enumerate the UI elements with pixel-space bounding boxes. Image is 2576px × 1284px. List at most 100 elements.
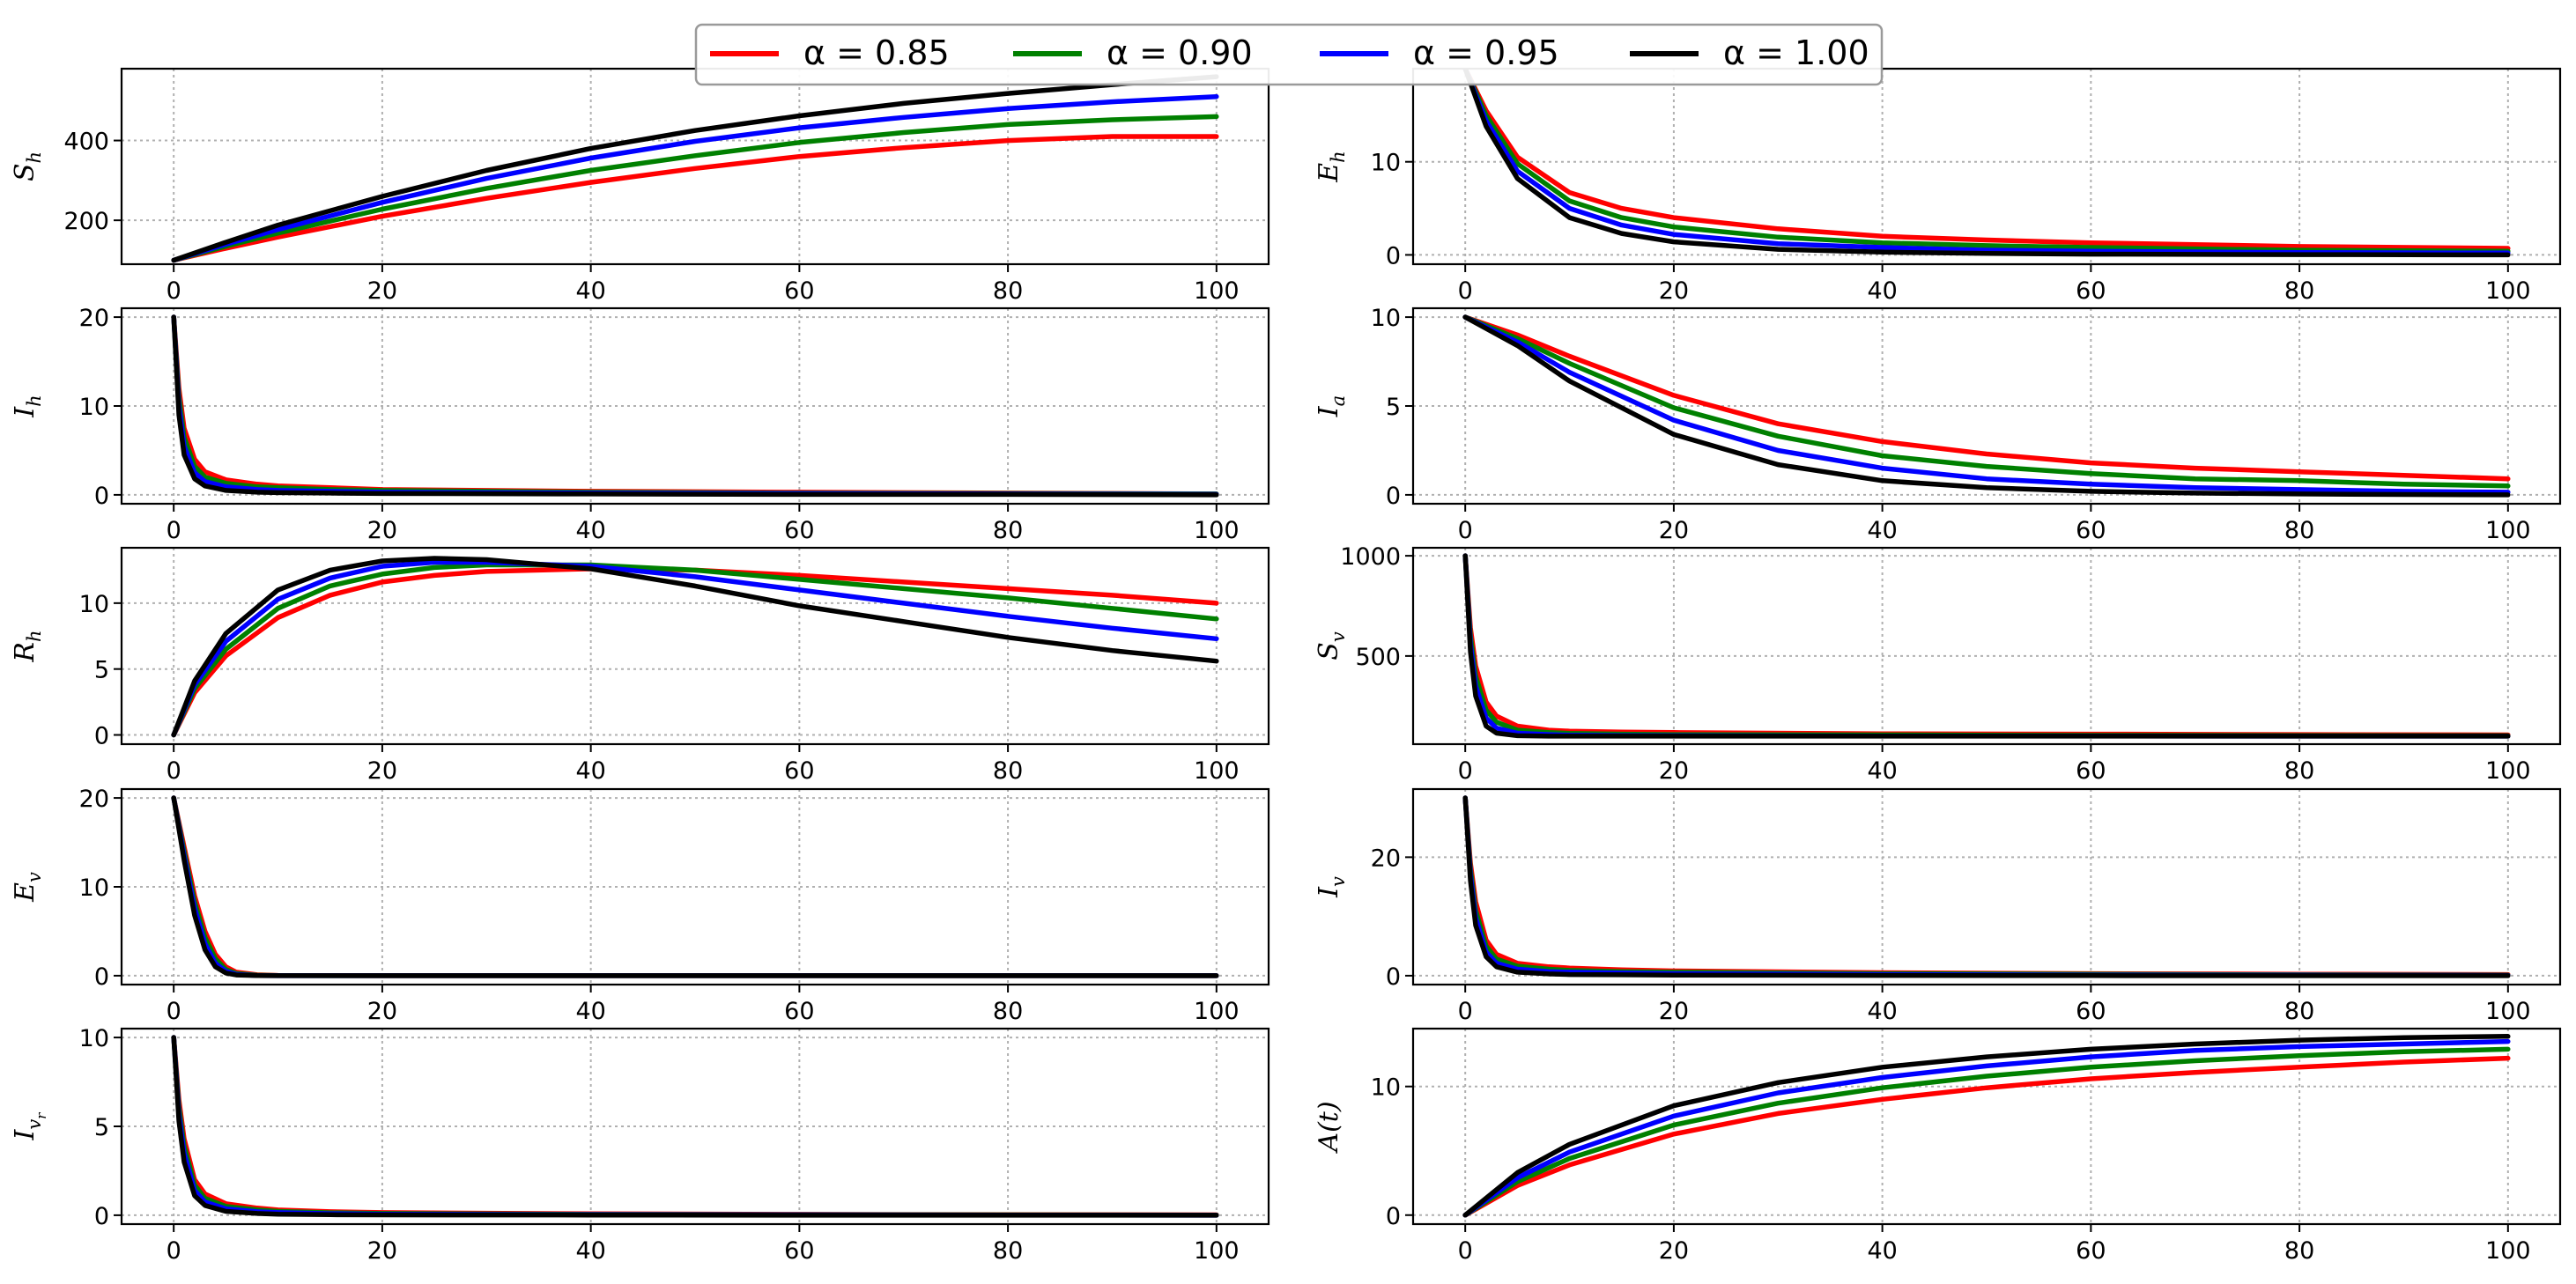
panel-Ev: 0 20 40 60 80 100 0 10 20 Ev — [10, 786, 1270, 1025]
series-line-1 — [1462, 1046, 2511, 1218]
y-tick-label: 0 — [94, 1203, 109, 1230]
x-tick-label: 40 — [575, 1237, 605, 1265]
x-tick-label: 0 — [1458, 517, 1473, 544]
x-tick-label: 20 — [1659, 1237, 1689, 1265]
series-line-0 — [1462, 795, 2511, 978]
x-tick-label: 20 — [367, 277, 397, 305]
panel-At: 0 20 40 60 80 100 0 10 A(t) — [1314, 1027, 2562, 1265]
series-line-2 — [1462, 69, 2511, 256]
panel-Ia: 0 20 40 60 80 100 0 5 10 Ia — [1314, 305, 2562, 544]
series-line-2 — [171, 559, 1219, 738]
y-tick-label: 500 — [1355, 644, 1401, 671]
y-tick-label: 10 — [1371, 1074, 1401, 1102]
x-tick-label: 20 — [367, 998, 397, 1025]
series-line-3 — [171, 314, 1219, 498]
series-line-0 — [1462, 1055, 2511, 1218]
series-line-3 — [1462, 795, 2511, 978]
x-tick-label: 100 — [2485, 1237, 2531, 1265]
y-tick-label: 5 — [94, 1114, 109, 1141]
x-tick-label: 40 — [575, 998, 605, 1025]
x-tick-label: 100 — [2485, 998, 2531, 1025]
series-line-1 — [1462, 69, 2511, 254]
y-tick-label: 400 — [63, 129, 109, 156]
x-tick-label: 100 — [2485, 517, 2531, 544]
x-tick-label: 80 — [993, 757, 1023, 785]
y-tick-label: 10 — [79, 874, 109, 902]
x-tick-label: 20 — [367, 517, 397, 544]
series-line-0 — [1462, 69, 2511, 251]
x-tick-label: 80 — [993, 517, 1023, 544]
x-tick-label: 40 — [1867, 998, 1897, 1025]
y-tick-label: 0 — [1386, 1203, 1401, 1230]
panel-Ivr: 0 20 40 60 80 100 0 5 10 Ivr — [10, 1025, 1270, 1265]
axes-frame — [1411, 1027, 2562, 1226]
y-tick-label: 0 — [1386, 963, 1401, 991]
axes-frame — [1411, 67, 2562, 266]
x-tick-label: 80 — [2284, 277, 2314, 305]
x-tick-label: 0 — [167, 277, 181, 305]
y-axis-label: Ia — [1314, 395, 1349, 417]
x-tick-label: 0 — [1458, 277, 1473, 305]
series-line-2 — [1462, 314, 2511, 495]
x-tick-label: 80 — [993, 277, 1023, 305]
y-tick-label: 20 — [79, 786, 109, 813]
x-tick-label: 20 — [367, 757, 397, 785]
x-tick-label: 40 — [575, 277, 605, 305]
series-line-3 — [1462, 1034, 2511, 1218]
series-line-3 — [1462, 553, 2511, 739]
y-axis-label: Ivr — [10, 1112, 49, 1141]
y-tick-label: 0 — [94, 723, 109, 750]
x-tick-label: 60 — [2076, 757, 2106, 785]
x-tick-label: 80 — [2284, 1237, 2314, 1265]
series-line-3 — [1462, 314, 2511, 498]
x-tick-label: 0 — [1458, 998, 1473, 1025]
x-tick-label: 80 — [2284, 517, 2314, 544]
x-tick-label: 80 — [993, 1237, 1023, 1265]
x-tick-label: 40 — [575, 517, 605, 544]
x-tick-label: 60 — [2076, 998, 2106, 1025]
x-tick-label: 100 — [1194, 1237, 1240, 1265]
series-line-1 — [1462, 553, 2511, 739]
series-line-3 — [1462, 69, 2511, 258]
y-tick-label: 0 — [1386, 242, 1401, 269]
x-tick-label: 100 — [1194, 277, 1240, 305]
x-tick-label: 0 — [167, 1237, 181, 1265]
y-tick-label: 10 — [79, 1025, 109, 1052]
x-tick-label: 40 — [1867, 517, 1897, 544]
x-tick-label: 60 — [784, 517, 814, 544]
y-tick-label: 10 — [1371, 305, 1401, 332]
x-tick-label: 60 — [2076, 277, 2106, 305]
x-tick-label: 60 — [2076, 1237, 2106, 1265]
series-line-1 — [1462, 314, 2511, 489]
series-line-0 — [1462, 553, 2511, 738]
x-tick-label: 40 — [1867, 1237, 1897, 1265]
y-tick-label: 20 — [79, 305, 109, 332]
series-line-0 — [171, 566, 1219, 738]
panel-Eh: 0 20 40 60 80 100 0 10 Eh — [1314, 67, 2562, 305]
series-line-2 — [171, 93, 1219, 263]
legend-box — [694, 23, 1884, 86]
x-tick-label: 60 — [784, 998, 814, 1025]
x-tick-label: 0 — [167, 517, 181, 544]
x-tick-label: 40 — [575, 757, 605, 785]
y-tick-label: 5 — [94, 657, 109, 684]
x-tick-label: 20 — [1659, 757, 1689, 785]
x-tick-label: 60 — [784, 277, 814, 305]
x-tick-label: 40 — [1867, 277, 1897, 305]
x-tick-label: 60 — [2076, 517, 2106, 544]
y-tick-label: 5 — [1386, 394, 1401, 421]
y-axis-label: Sv — [1314, 631, 1349, 660]
series-line-0 — [171, 134, 1219, 263]
x-tick-label: 20 — [1659, 277, 1689, 305]
y-axis-label: Ev — [10, 872, 45, 903]
panel-Ih: 0 20 40 60 80 100 0 10 20 Ih — [10, 305, 1270, 544]
series-line-1 — [171, 114, 1219, 263]
x-tick-label: 80 — [2284, 998, 2314, 1025]
x-tick-label: 100 — [1194, 757, 1240, 785]
y-tick-label: 10 — [1371, 150, 1401, 177]
axes-frame — [120, 546, 1270, 746]
x-tick-label: 0 — [167, 757, 181, 785]
y-tick-label: 20 — [1371, 845, 1401, 872]
panel-Sv: 0 20 40 60 80 100 500 1000 Sv — [1314, 543, 2562, 785]
